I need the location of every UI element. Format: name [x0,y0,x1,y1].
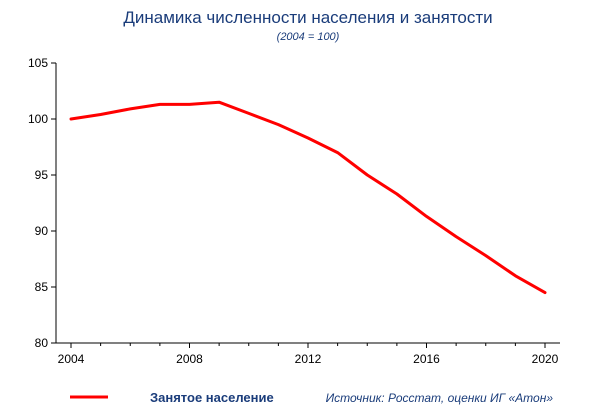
y-tick-label: 85 [35,280,49,294]
y-tick-label: 95 [35,168,49,182]
y-tick-label: 80 [35,336,49,350]
x-tick-label: 2016 [413,352,440,366]
x-tick-label: 2004 [58,352,85,366]
legend: Занятое население Источник: Росстат, оцен… [70,390,553,405]
x-tick-label: 2020 [532,352,559,366]
chart-title: Динамика численности населения и занятос… [123,8,493,27]
y-tick-label: 105 [28,56,48,70]
series-line [69,100,547,295]
chart-subtitle: (2004 = 100) [276,31,340,43]
source-note: Источник: Росстат, оценки ИГ «Атон» [326,391,554,405]
x-tick-label: 2008 [176,352,203,366]
y-tick-label: 90 [35,224,49,238]
legend-label: Занятое население [150,390,274,405]
y-tick-label: 100 [28,112,48,126]
series-layer [69,100,547,295]
axes: 80 85 90 95 100 105 2004 2008 2012 2016 2020 [28,56,560,366]
x-tick-label: 2012 [295,352,322,366]
